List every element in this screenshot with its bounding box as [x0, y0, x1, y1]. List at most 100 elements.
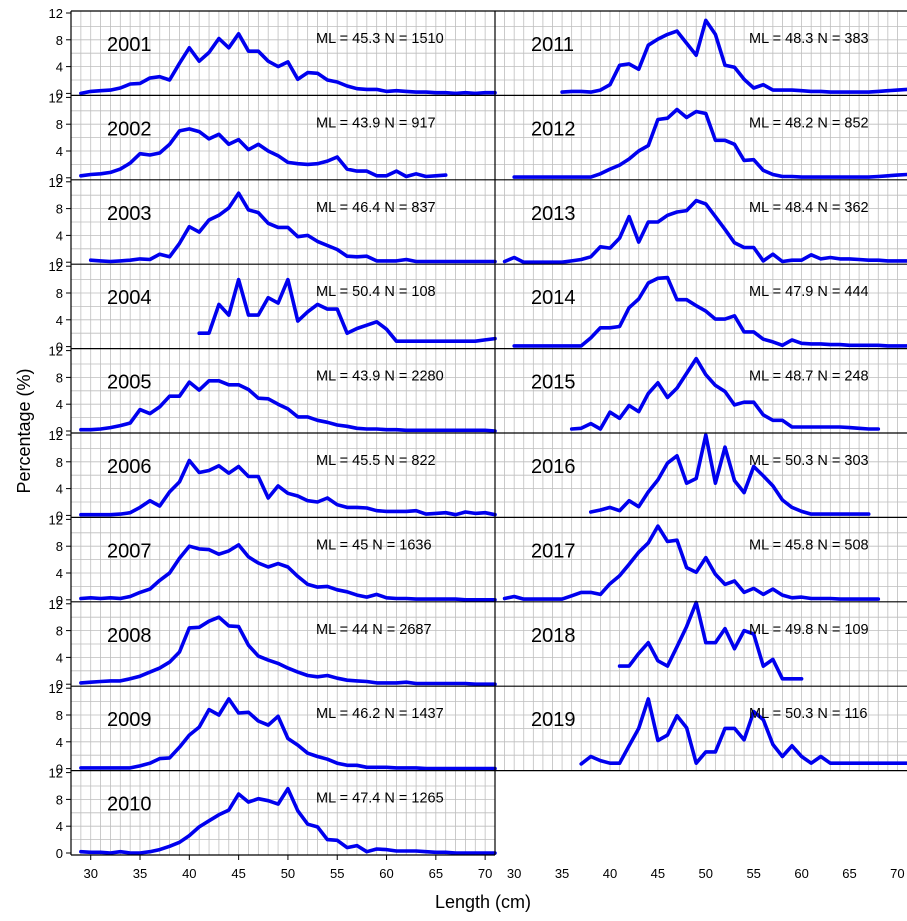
x-tick-label-right: 30	[507, 866, 521, 881]
y-tick-label: 4	[56, 482, 63, 497]
year-label-2013: 2013	[531, 203, 576, 225]
series-line-2014	[512, 275, 907, 348]
stats-label-2006: ML = 45.5 N = 822	[316, 453, 436, 469]
stats-label-2019: ML = 50.3 N = 116	[749, 706, 868, 722]
y-tick-label: 4	[56, 313, 63, 328]
y-tick-label: 0	[56, 171, 63, 186]
y-tick-label: 0	[56, 593, 63, 608]
grid-layer	[71, 11, 907, 855]
stats-label-2014: ML = 47.9 N = 444	[749, 284, 869, 300]
year-label-2002: 2002	[107, 118, 152, 140]
panel-grid-2013	[495, 179, 907, 265]
y-tick-label: 0	[56, 846, 63, 861]
panel-grid-2017	[495, 517, 907, 602]
y-tick-label: 8	[56, 539, 63, 554]
year-label-2004: 2004	[107, 287, 152, 309]
series-line-2017	[502, 524, 881, 601]
x-tick-label-right: 40	[603, 866, 617, 881]
label-layer: 2001 ML = 45.3 N = 1510 2002 ML = 43.9 N = …	[49, 6, 905, 881]
series-line-2007	[79, 543, 497, 602]
stats-label-2017: ML = 45.8 N = 508	[749, 537, 869, 553]
panel-grid-2003	[71, 179, 495, 265]
line-layer	[79, 18, 907, 855]
panel-grid-2001	[71, 11, 495, 96]
y-tick-label: 12	[49, 512, 63, 527]
stats-label-2004: ML = 50.4 N = 108	[316, 284, 436, 300]
x-tick-label-right: 70	[890, 866, 904, 881]
panel-grid-2006	[71, 433, 495, 518]
x-tick-label-left: 30	[83, 866, 97, 881]
stats-label-2002: ML = 43.9 N = 917	[316, 115, 436, 131]
y-tick-label: 12	[49, 90, 63, 105]
y-tick-label: 4	[56, 60, 63, 75]
series-line-2015	[569, 356, 881, 431]
x-tick-label-left: 55	[330, 866, 344, 881]
year-label-2008: 2008	[107, 625, 152, 647]
y-tick-label: 8	[56, 33, 63, 48]
frame-layer	[66, 10, 907, 860]
x-tick-label-left: 70	[478, 866, 492, 881]
x-tick-label-left: 60	[379, 866, 393, 881]
stats-label-2007: ML = 45 N = 1636	[316, 537, 432, 553]
y-tick-label: 0	[56, 762, 63, 777]
y-tick-label: 0	[56, 424, 63, 439]
series-line-2009	[79, 697, 497, 771]
stats-label-2001: ML = 45.3 N = 1510	[316, 31, 444, 47]
y-tick-label: 12	[49, 175, 63, 190]
panel-grid-2010	[71, 770, 495, 855]
panel-grid-2012	[495, 95, 907, 180]
y-tick-label: 8	[56, 286, 63, 301]
y-tick-label: 0	[56, 677, 63, 692]
year-label-2006: 2006	[107, 456, 152, 478]
stats-label-2011: ML = 48.3 N = 383	[749, 31, 869, 47]
y-tick-label: 4	[56, 735, 63, 750]
y-tick-label: 8	[56, 202, 63, 217]
year-label-2009: 2009	[107, 709, 152, 731]
stats-label-2013: ML = 48.4 N = 362	[749, 200, 869, 216]
series-line-2011	[560, 18, 907, 94]
y-tick-label: 8	[56, 455, 63, 470]
y-tick-label: 12	[49, 681, 63, 696]
series-line-2006	[79, 458, 497, 517]
series-line-2001	[79, 31, 497, 96]
year-label-2018: 2018	[531, 625, 576, 647]
year-label-2001: 2001	[107, 34, 152, 56]
y-tick-label: 12	[49, 259, 63, 274]
series-line-2018	[617, 600, 804, 681]
y-tick-label: 12	[49, 6, 63, 21]
panel-grid-2002	[71, 95, 495, 180]
panel-grid-2014	[495, 264, 907, 349]
year-label-2007: 2007	[107, 540, 152, 562]
series-line-2005	[79, 378, 497, 433]
y-tick-label: 8	[56, 792, 63, 807]
series-line-2019	[579, 697, 907, 766]
stats-label-2016: ML = 50.3 N = 303	[749, 453, 869, 469]
x-tick-label-right: 60	[794, 866, 808, 881]
y-tick-label: 12	[49, 344, 63, 359]
x-axis-title: Length (cm)	[435, 892, 531, 912]
x-tick-label-right: 55	[746, 866, 760, 881]
year-label-2015: 2015	[531, 372, 576, 394]
y-tick-label: 0	[56, 86, 63, 101]
stats-label-2012: ML = 48.2 N = 852	[749, 115, 869, 131]
y-tick-label: 8	[56, 117, 63, 132]
y-tick-label: 12	[49, 766, 63, 781]
panel-grid-2007	[71, 517, 495, 602]
y-tick-label: 8	[56, 624, 63, 639]
x-tick-label-left: 65	[429, 866, 443, 881]
year-label-2005: 2005	[107, 372, 152, 394]
panel-grid-2005	[71, 348, 495, 433]
y-tick-label: 4	[56, 650, 63, 665]
series-line-2004	[197, 277, 497, 344]
y-tick-label: 4	[56, 819, 63, 834]
panel-grid-2016	[495, 433, 907, 518]
year-label-2003: 2003	[107, 203, 152, 225]
x-tick-label-right: 65	[842, 866, 856, 881]
stats-label-2009: ML = 46.2 N = 1437	[316, 706, 444, 722]
x-tick-label-left: 35	[133, 866, 147, 881]
year-label-2012: 2012	[531, 118, 576, 140]
y-tick-label: 0	[56, 255, 63, 270]
stats-label-2008: ML = 44 N = 2687	[316, 622, 432, 638]
y-tick-label: 4	[56, 144, 63, 159]
